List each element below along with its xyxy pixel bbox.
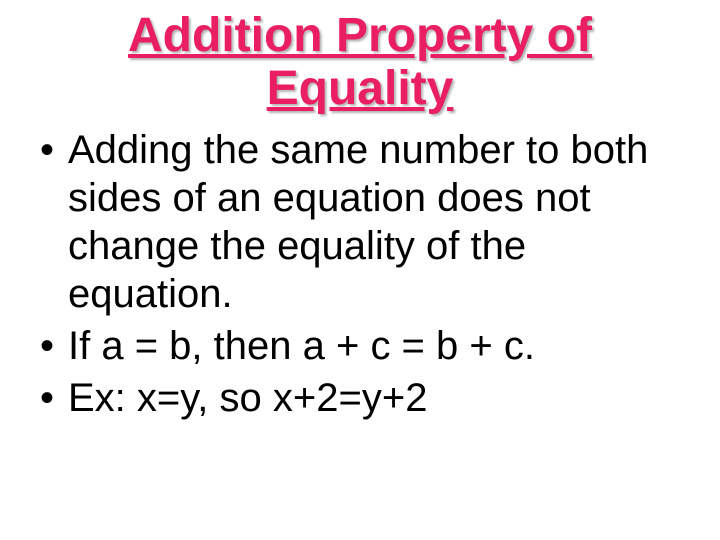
bullet-item: Adding the same number to both sides of … xyxy=(40,126,680,318)
slide-title: Addition Property of Equality xyxy=(40,10,680,116)
bullet-list: Adding the same number to both sides of … xyxy=(40,126,680,426)
bullet-item: If a = b, then a + c = b + c. xyxy=(40,322,680,370)
slide-container: Addition Property of Equality Adding the… xyxy=(0,0,720,540)
bullet-item: Ex: x=y, so x+2=y+2 xyxy=(40,374,680,422)
